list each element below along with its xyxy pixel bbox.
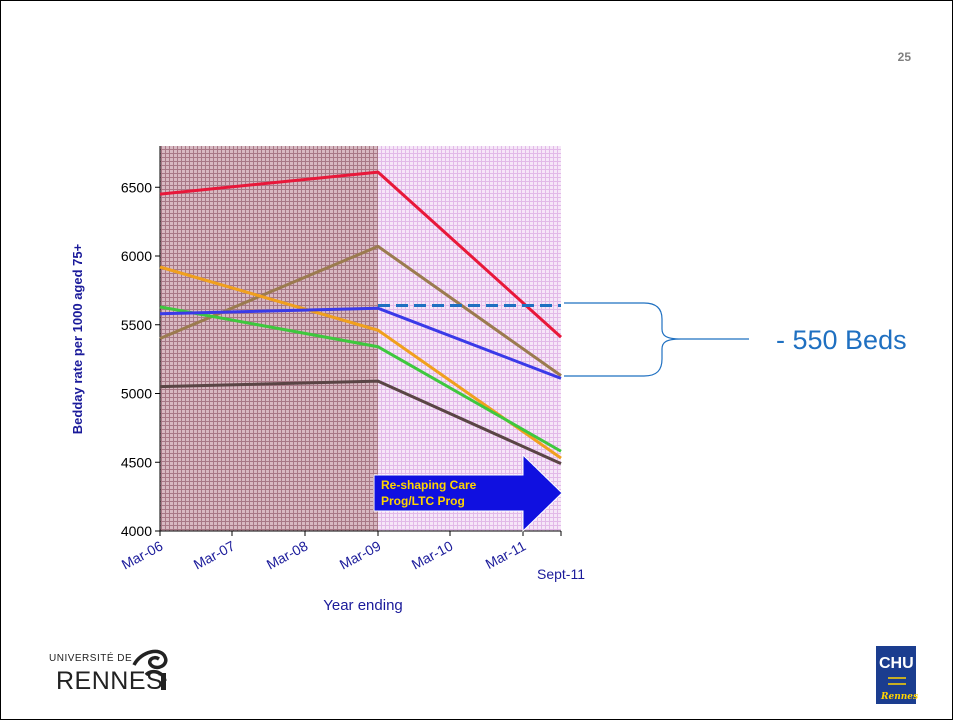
chu-logo-mark — [888, 677, 906, 685]
x-tick-label: Mar-11 — [483, 537, 529, 572]
y-ticks: 4000 4500 5000 5500 6000 6500 — [121, 179, 160, 539]
y-tick-label: 5500 — [121, 317, 152, 333]
series-line-blue — [159, 306, 562, 380]
y-tick-label: 6500 — [121, 179, 152, 195]
y-tick-label: 4000 — [121, 523, 152, 539]
x-tick-label: Sept-11 — [537, 566, 585, 582]
arrow-shape — [373, 453, 563, 533]
series-line-red — [159, 170, 563, 339]
x-tick-label: Mar-10 — [409, 537, 456, 572]
y-tick-label: 6000 — [121, 248, 152, 264]
y-tick-label: 4500 — [121, 454, 152, 470]
brace-shape — [564, 302, 749, 377]
series-lines — [159, 170, 563, 465]
x-tick-label: Mar-06 — [119, 537, 166, 572]
y-tick-label: 5000 — [121, 386, 152, 402]
plot-background — [160, 146, 561, 531]
university-logo: UNIVERSITÉ DE RENNES — [49, 649, 168, 695]
university-logo-small-text: UNIVERSITÉ DE — [49, 651, 132, 664]
x-ticks: Mar-06 Mar-07 Mar-08 Mar-09 Mar-10 Mar-11 Sept… — [119, 531, 585, 582]
beds-reduction-label: - 550 Beds — [776, 325, 907, 355]
x-axis-title: Year ending — [323, 597, 403, 614]
chu-logo-text: CHU — [879, 655, 914, 672]
chu-logo: CHU Rennes — [876, 646, 918, 704]
series-line-brown — [159, 244, 562, 377]
reshaping-arrow: Re-shaping Care Prog/LTC Prog — [373, 453, 563, 533]
series-line-green — [159, 305, 562, 453]
university-logo-big-text: RENNES — [56, 667, 163, 695]
arrow-label-line2: Prog/LTC Prog — [381, 494, 465, 508]
chu-logo-box — [876, 646, 916, 704]
period-before-bg — [160, 146, 378, 531]
chu-logo-subtext: Rennes — [880, 692, 918, 702]
x-tick-label: Mar-08 — [264, 537, 311, 572]
university-logo-one — [161, 673, 166, 690]
page-number: 25 — [897, 50, 911, 64]
arrow-label-line1: Re-shaping Care — [381, 478, 477, 492]
beds-brace: - 550 Beds — [564, 302, 907, 377]
y-axis-title: Bedday rate per 1000 aged 75+ — [70, 243, 85, 434]
series-line-dark-brown — [159, 379, 562, 465]
x-tick-label: Mar-09 — [337, 537, 384, 572]
x-tick-label: Mar-07 — [191, 537, 238, 572]
